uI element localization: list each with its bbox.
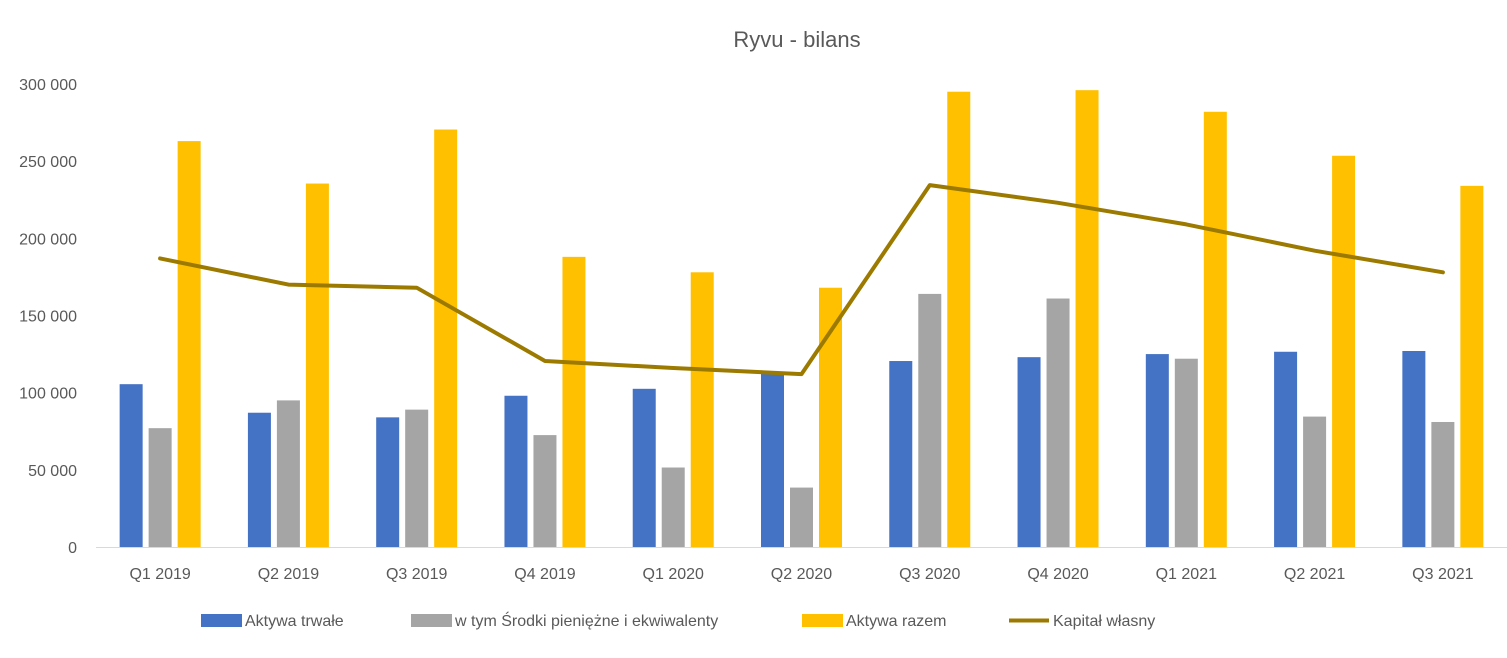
bar-aktywa-razem bbox=[947, 91, 971, 547]
y-tick-label: 300 000 bbox=[19, 77, 77, 94]
bar-w-tym-rodki-pieni-ne-i-ekwiwalenty bbox=[533, 435, 557, 547]
legend-label: w tym Środki pieniężne i ekwiwalenty bbox=[454, 611, 718, 630]
bar-w-tym-rodki-pieni-ne-i-ekwiwalenty bbox=[1046, 298, 1070, 547]
y-tick-label: 50 000 bbox=[28, 463, 77, 480]
x-tick-label: Q1 2020 bbox=[643, 566, 704, 583]
x-tick-label: Q4 2020 bbox=[1027, 566, 1088, 583]
bar-aktywa-razem bbox=[1460, 185, 1484, 548]
bar-aktywa-trwa-e bbox=[1017, 357, 1041, 547]
x-axis-labels: Q1 2019 Q2 2019 Q3 2019 Q4 2019 Q1 2020 Q2 20… bbox=[129, 566, 1473, 583]
bar-aktywa-razem bbox=[177, 141, 201, 547]
bar-w-tym-rodki-pieni-ne-i-ekwiwalenty bbox=[790, 487, 813, 547]
legend: Aktywa trwałe w tym Środki pieniężne i ek… bbox=[201, 611, 1155, 630]
legend-label: Kapitał własny bbox=[1053, 613, 1155, 630]
bar-w-tym-rodki-pieni-ne-i-ekwiwalenty bbox=[661, 467, 685, 547]
legend-swatch bbox=[802, 614, 843, 627]
x-tick-label: Q2 2021 bbox=[1284, 566, 1345, 583]
bar-aktywa-razem bbox=[562, 256, 586, 547]
x-tick-label: Q1 2019 bbox=[129, 566, 190, 583]
x-tick-label: Q2 2020 bbox=[771, 566, 832, 583]
bar-aktywa-trwa-e bbox=[761, 372, 784, 547]
legend-item: Aktywa trwałe bbox=[201, 613, 344, 630]
bar-w-tym-rodki-pieni-ne-i-ekwiwalenty bbox=[148, 428, 172, 547]
bar-aktywa-trwa-e bbox=[1145, 354, 1169, 547]
bar-w-tym-rodki-pieni-ne-i-ekwiwalenty bbox=[1431, 421, 1455, 547]
y-tick-label: 250 000 bbox=[19, 154, 77, 171]
legend-item: Aktywa razem bbox=[802, 613, 946, 630]
chart-title: Ryvu - bilans bbox=[733, 27, 860, 52]
legend-swatch bbox=[201, 614, 242, 627]
x-tick-label: Q3 2021 bbox=[1412, 566, 1473, 583]
bar-aktywa-trwa-e bbox=[247, 412, 271, 547]
bar-w-tym-rodki-pieni-ne-i-ekwiwalenty bbox=[1303, 416, 1327, 547]
legend-label: Aktywa razem bbox=[846, 613, 946, 630]
bar-aktywa-trwa-e bbox=[1402, 350, 1426, 547]
bar-aktywa-trwa-e bbox=[376, 417, 400, 547]
legend-label: Aktywa trwałe bbox=[245, 613, 344, 630]
bar-aktywa-trwa-e bbox=[119, 384, 143, 547]
bar-aktywa-razem bbox=[1075, 90, 1099, 547]
x-tick-label: Q1 2021 bbox=[1156, 566, 1217, 583]
bar-aktywa-razem bbox=[1332, 155, 1356, 547]
y-axis-labels: 0 50 000 100 000 150 000 200 000 250 000 300 0… bbox=[19, 77, 77, 557]
bar-aktywa-razem bbox=[305, 183, 329, 548]
bar-w-tym-rodki-pieni-ne-i-ekwiwalenty bbox=[276, 400, 300, 547]
y-tick-label: 150 000 bbox=[19, 309, 77, 326]
bar-aktywa-trwa-e bbox=[1274, 351, 1298, 547]
bar-aktywa-trwa-e bbox=[889, 361, 913, 547]
y-tick-label: 0 bbox=[68, 540, 77, 557]
bar-aktywa-trwa-e bbox=[632, 388, 656, 547]
bars-layer bbox=[119, 90, 1484, 548]
bar-aktywa-razem bbox=[434, 129, 458, 548]
y-tick-label: 200 000 bbox=[19, 231, 77, 248]
legend-item: Kapitał własny bbox=[1009, 613, 1155, 630]
legend-item: w tym Środki pieniężne i ekwiwalenty bbox=[411, 611, 718, 630]
line-kapital-wlasny bbox=[158, 183, 1445, 377]
line-layer bbox=[158, 183, 1445, 377]
x-tick-label: Q3 2020 bbox=[899, 566, 960, 583]
x-tick-label: Q2 2019 bbox=[258, 566, 319, 583]
y-tick-label: 100 000 bbox=[19, 386, 77, 403]
bar-w-tym-rodki-pieni-ne-i-ekwiwalenty bbox=[405, 409, 429, 547]
legend-swatch bbox=[411, 614, 452, 627]
x-tick-label: Q3 2019 bbox=[386, 566, 447, 583]
bar-aktywa-razem bbox=[819, 287, 842, 547]
bar-aktywa-razem bbox=[1203, 111, 1227, 547]
bar-w-tym-rodki-pieni-ne-i-ekwiwalenty bbox=[918, 293, 942, 547]
bar-w-tym-rodki-pieni-ne-i-ekwiwalenty bbox=[1174, 358, 1198, 547]
bar-aktywa-trwa-e bbox=[504, 395, 528, 547]
bar-aktywa-razem bbox=[690, 272, 714, 547]
x-tick-label: Q4 2019 bbox=[514, 566, 575, 583]
